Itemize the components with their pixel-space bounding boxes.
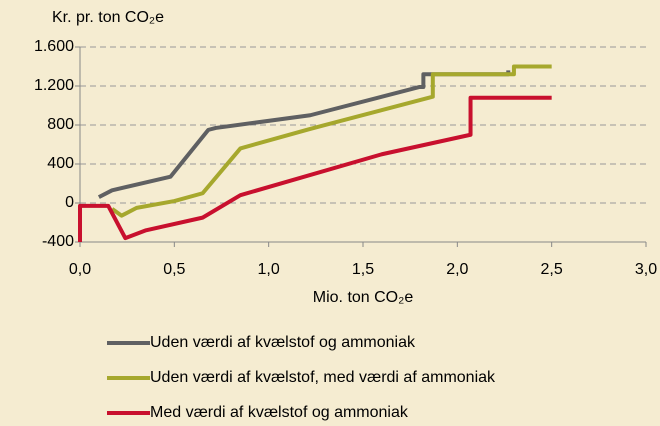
x-axis-title: Mio. ton CO₂e [313, 289, 414, 306]
y-tick-label: -400 [42, 233, 74, 250]
y-tick-label: 800 [47, 116, 74, 133]
y-tick-label: 1.600 [34, 38, 74, 55]
series-line [78, 95, 552, 242]
x-tick-label: 0,5 [163, 261, 185, 278]
x-tick-label: 3,0 [635, 261, 657, 278]
y-tick-label: 400 [47, 155, 74, 172]
y-tick-label: 0 [65, 194, 74, 211]
x-tick-label: 2,5 [541, 261, 563, 278]
legend-label: Med værdi af kvælstof og ammoniak [150, 404, 409, 421]
legend-label: Uden værdi af kvælstof, med værdi af amm… [150, 369, 496, 386]
x-tick-label: 1,0 [258, 261, 280, 278]
legend-label: Uden værdi af kvælstof og ammoniak [150, 334, 416, 351]
x-tick-label: 2,0 [446, 261, 468, 278]
series-line [110, 64, 552, 218]
x-tick-label: 0,0 [69, 261, 91, 278]
x-tick-label: 1,5 [352, 261, 374, 278]
y-axis-title: Kr. pr. ton CO₂e [52, 9, 164, 26]
y-tick-label: 1.200 [34, 77, 74, 94]
